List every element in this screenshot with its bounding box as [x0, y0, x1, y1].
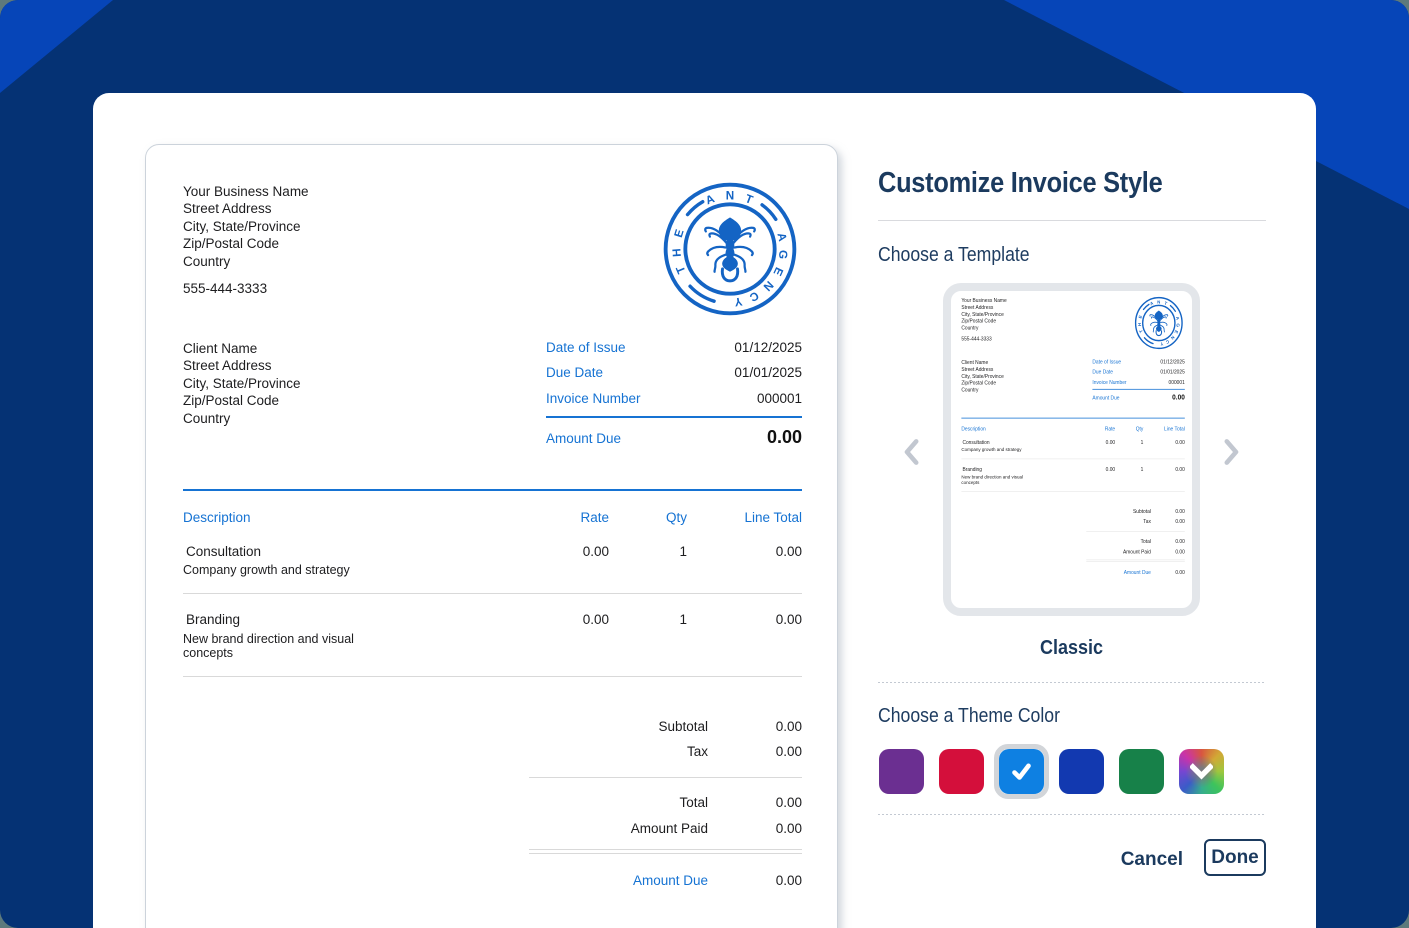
svg-text:G: G — [776, 249, 790, 259]
svg-text:T: T — [1164, 300, 1168, 306]
svg-text:Y: Y — [1160, 341, 1164, 347]
svg-text:H: H — [670, 248, 684, 257]
svg-text:N: N — [726, 189, 734, 202]
svg-text:E: E — [672, 228, 687, 239]
svg-text:G: G — [1176, 323, 1181, 328]
svg-text:T: T — [674, 264, 689, 276]
svg-text:N: N — [1170, 335, 1176, 341]
svg-text:N: N — [1157, 299, 1160, 304]
svg-text:H: H — [1137, 323, 1142, 327]
svg-text:A: A — [1175, 316, 1181, 321]
svg-text:Y: Y — [733, 294, 743, 308]
svg-text:E: E — [1174, 329, 1180, 334]
svg-text:C: C — [1165, 339, 1171, 346]
svg-text:T: T — [743, 192, 754, 207]
svg-text:A: A — [1149, 300, 1154, 306]
svg-text:A: A — [774, 232, 789, 244]
svg-text:T: T — [1138, 329, 1144, 334]
svg-text:E: E — [1138, 315, 1143, 320]
